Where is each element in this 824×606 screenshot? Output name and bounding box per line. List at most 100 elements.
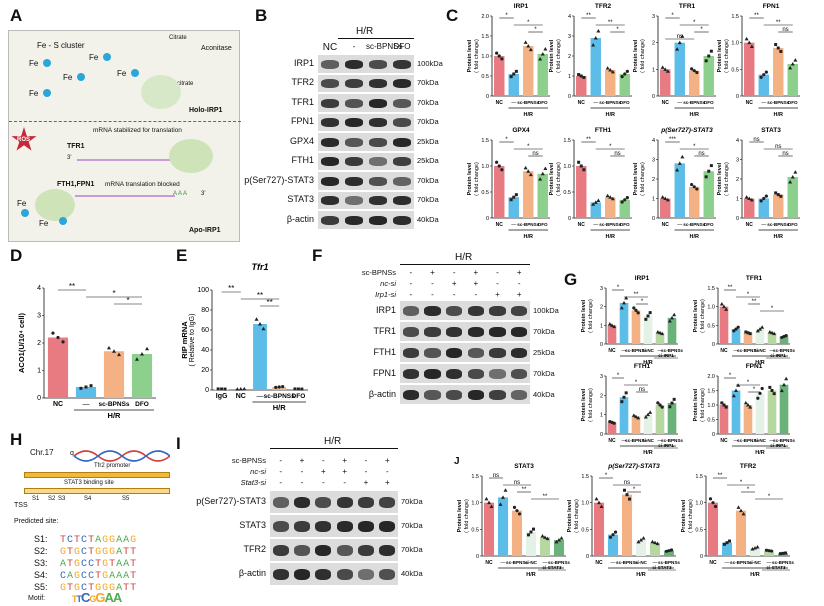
protein-band [320,98,340,108]
irp1-protein [169,139,213,173]
data-point [528,47,533,52]
data-point [538,57,543,61]
condition-label: sc-BPNSs [361,268,396,277]
protein-band [379,545,396,556]
data-point [707,54,711,58]
sequence-text: GTGCTGGGATT [60,547,138,558]
protein-band [392,157,412,167]
chart-title: GPX4 [512,127,530,134]
protein-band [344,196,364,206]
chart-title: FTH1 [595,127,612,134]
y-tick-label: 4 [652,138,655,144]
holo-irp1-protein [141,75,181,109]
data-point [605,193,610,198]
x-tick-label: NC [608,438,616,444]
significance-label: ** [586,13,591,19]
protein-band [344,118,364,128]
data-point [487,500,491,505]
y-tick-label: 2 [600,305,603,311]
protein-band [368,98,388,108]
y-tick-label: 1 [652,197,655,203]
bar [523,171,534,218]
x-tick-label: NC [662,100,670,106]
x-tick-label: — [658,438,663,444]
x-tick-label: — [677,222,682,228]
condition-sign: - [431,279,434,288]
fth1-fpn1-label: FTH1,FPN1 [57,181,95,188]
condition-sign: - [343,478,346,487]
data-point [672,397,676,401]
x-tick-label: NC [720,348,728,354]
data-point [725,541,729,545]
mrna-strand [75,195,175,197]
protein-label: IRP1 [293,57,314,68]
chart-title: Tfr1 [251,262,268,272]
significance-label: * [700,27,703,33]
data-point [722,403,726,407]
bar [47,337,69,398]
data-point [512,195,516,199]
x-tick-label: sc-BPNSs [737,438,759,443]
site-id: S5: [34,582,48,592]
binding-site-label: STAT3 binding site [64,480,114,486]
bar [674,163,685,218]
protein-band [368,157,388,167]
data-point [660,331,665,336]
chromosome-label: Chr.17 [30,448,54,457]
bar [631,416,641,434]
significance-label: * [534,27,537,33]
blot-strip [400,322,530,341]
data-point [216,387,220,391]
data-point [749,197,754,202]
data-point [731,393,736,398]
data-point [610,69,615,74]
data-point [610,420,614,424]
data-point [596,198,601,203]
data-point [680,154,685,159]
y-axis-label: Protein level [581,388,587,421]
significance-label: * [641,299,644,305]
bar [539,537,551,556]
data-point [656,401,660,405]
condition-sign: + [516,268,522,277]
arm-label: q [70,450,74,457]
x-tick-label: sc-BPNSs [767,222,789,227]
x-tick-label: sc-BPNSs [737,348,759,353]
blot-strip [400,364,530,383]
y-axis-label: Protein level [467,162,473,195]
condition-sign: + [384,478,390,487]
significance-label: * [747,292,750,298]
protein-label: FPN1 [290,116,314,127]
lane-label: - [352,42,356,51]
bar [621,494,633,556]
x-tick-label: DFO [538,100,548,105]
x-tick-label: NC [496,222,504,228]
protein-band [293,521,311,532]
protein-band [293,569,311,580]
data-point [675,167,680,172]
y-tick-label: 0 [700,554,703,560]
bar [593,502,605,556]
bar [674,42,685,96]
blot-strip [318,133,414,151]
x-tick-label: — [83,401,90,408]
kda-marker: 70kDa [401,545,423,554]
x-tick-label: — [761,100,766,106]
x-tick-label: DFO [620,100,630,105]
chart-j-p-ser727-stat3: 0 0.5 1.0 1.5 p(Ser727)-STAT3 Protein level( … [567,463,680,578]
y-axis-label: Protein level [633,39,639,72]
bar [272,387,287,390]
bar [537,54,548,96]
kda-marker: 40kDa [417,214,439,224]
data-point [650,539,655,544]
protein-band [315,545,332,556]
data-point [84,385,88,389]
bar [735,510,747,556]
y-tick-label: 1.5 [481,34,489,40]
significance-label: * [740,480,743,486]
data-point [692,69,696,73]
significance-label: * [671,13,674,19]
y-tick-label: 0 [712,432,715,438]
data-point [220,387,224,391]
data-point [755,545,760,549]
